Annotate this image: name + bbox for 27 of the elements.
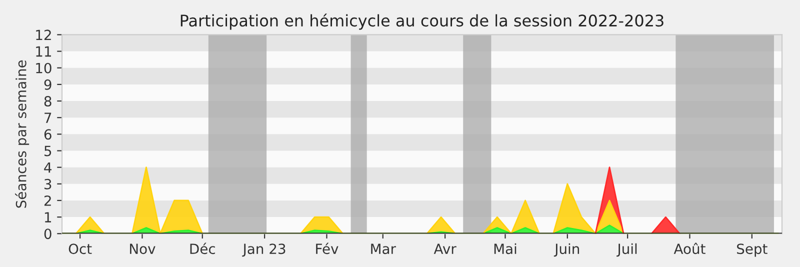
y-tick-label: 4 [44, 162, 52, 173]
x-tick-label: Mar [371, 244, 396, 254]
y-tick-label: 5 [44, 146, 52, 156]
y-tick-label: 2 [44, 195, 51, 206]
x-tick-label: Mai [494, 243, 516, 254]
x-tick-label: Avr [434, 244, 456, 254]
x-tick-label: Août [674, 242, 706, 254]
y-tick-label: 6 [44, 129, 52, 140]
y-tick-label: 0 [44, 228, 52, 240]
y-tick-label: 12 [36, 30, 51, 40]
y-tick-label: 10 [36, 62, 52, 74]
x-tick-label: Déc [190, 242, 215, 254]
y-tick-label: 11 [36, 46, 51, 57]
y-tick-label: 7 [44, 112, 52, 123]
y-tick-label: 9 [44, 79, 52, 90]
y-axis-title: Séances par semaine [15, 60, 30, 208]
x-tick-label: Fév [316, 242, 338, 254]
x-tick-label: Sept [737, 244, 768, 257]
x-tick-label: Oct [68, 244, 92, 254]
x-tick-label: Nov [130, 244, 156, 254]
x-tick-label: Juin [554, 243, 580, 257]
chart-title: Participation en hémicycle au cours de la session 2022-2023 [180, 14, 664, 30]
y-tick-label: 3 [44, 178, 52, 190]
y-tick-label: 8 [44, 96, 52, 106]
x-tick-label: Jan 23 [242, 244, 286, 257]
x-tick-label: Juil [616, 243, 637, 257]
y-tick-label: 1 [44, 212, 51, 222]
